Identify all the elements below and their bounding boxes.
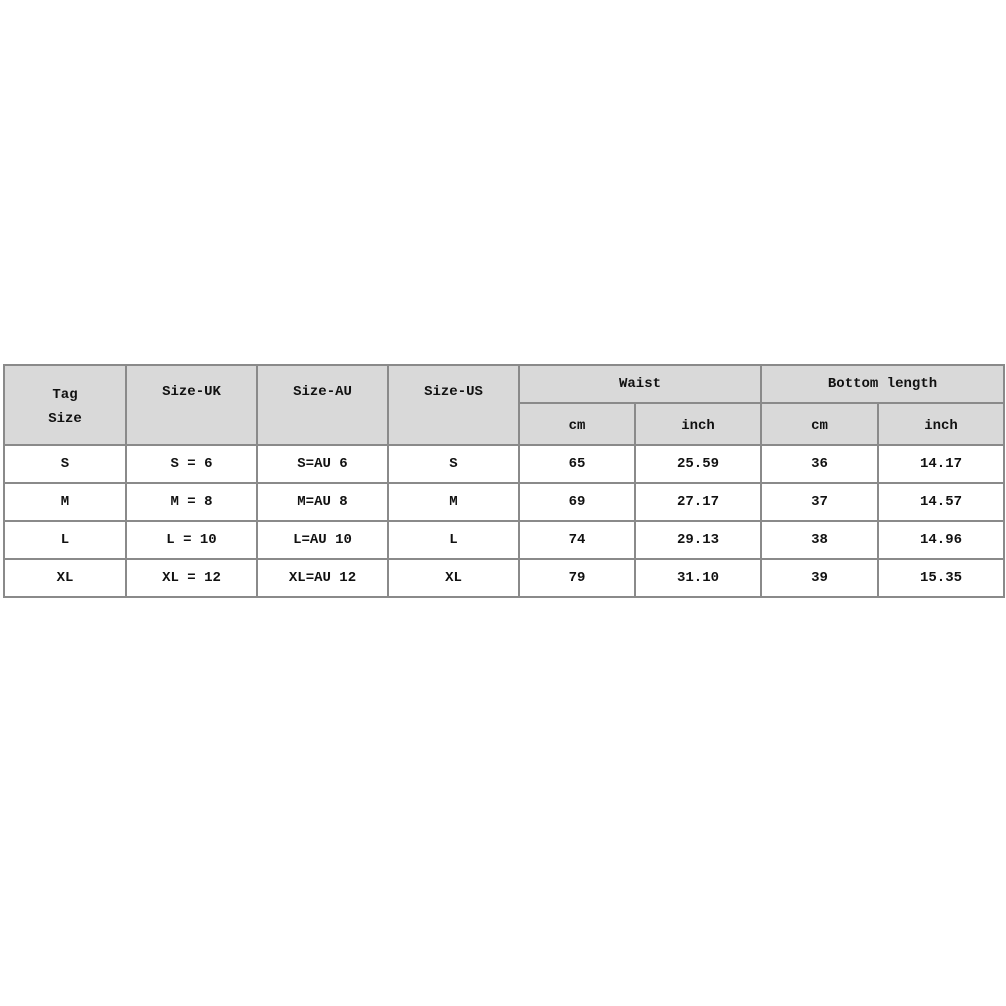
cell-tag-size: M [3,482,127,522]
cell-waist-inch: 29.13 [633,520,763,560]
header-waist-inch: inch [633,402,763,446]
header-bottom-length: Bottom length [760,364,1006,404]
cell-bottom-inch: 14.17 [877,444,1006,484]
cell-waist-inch: 27.17 [633,482,763,522]
cell-size-us: M [387,482,520,522]
header-waist-cm: cm [518,402,636,446]
cell-waist-inch: 25.59 [633,444,763,484]
cell-waist-cm: 69 [518,482,636,522]
cell-waist-inch: 31.10 [633,558,763,598]
cell-size-au: S=AU 6 [256,444,389,484]
cell-bottom-inch: 14.57 [877,482,1006,522]
header-tag-line1: Tag [52,387,78,403]
cell-bottom-cm: 36 [760,444,880,484]
cell-size-au: M=AU 8 [256,482,389,522]
cell-bottom-cm: 38 [760,520,880,560]
cell-waist-cm: 74 [518,520,636,560]
cell-tag-size: S [3,444,127,484]
header-bottom-inch: inch [877,402,1006,446]
cell-size-au: XL=AU 12 [256,558,389,598]
cell-waist-cm: 79 [518,558,636,598]
header-size-au: Size-AU [256,364,389,446]
cell-bottom-cm: 37 [760,482,880,522]
table-row: XL XL = 12 XL=AU 12 XL 79 31.10 39 15.35 [3,558,1006,598]
cell-waist-cm: 65 [518,444,636,484]
cell-size-us: L [387,520,520,560]
header-tag-line2: Size [48,411,82,427]
header-waist: Waist [517,364,763,404]
cell-tag-size: L [3,520,127,560]
cell-tag-size: XL [3,558,127,598]
header-size-uk: Size-UK [125,364,258,446]
cell-size-uk: S = 6 [125,444,258,484]
header-size-us: Size-US [387,364,520,446]
cell-size-us: XL [387,558,520,598]
size-chart-table: Tag Size Size-UK Size-AU Size-US Waist Bo… [3,364,1006,598]
cell-size-au: L=AU 10 [256,520,389,560]
cell-bottom-cm: 39 [760,558,880,598]
cell-bottom-inch: 15.35 [877,558,1006,598]
cell-size-uk: L = 10 [125,520,258,560]
cell-size-uk: M = 8 [125,482,258,522]
cell-size-uk: XL = 12 [125,558,258,598]
header-bottom-cm: cm [760,402,880,446]
cell-size-us: S [387,444,520,484]
header-tag-size: Tag Size [3,364,127,446]
cell-bottom-inch: 14.96 [877,520,1006,560]
